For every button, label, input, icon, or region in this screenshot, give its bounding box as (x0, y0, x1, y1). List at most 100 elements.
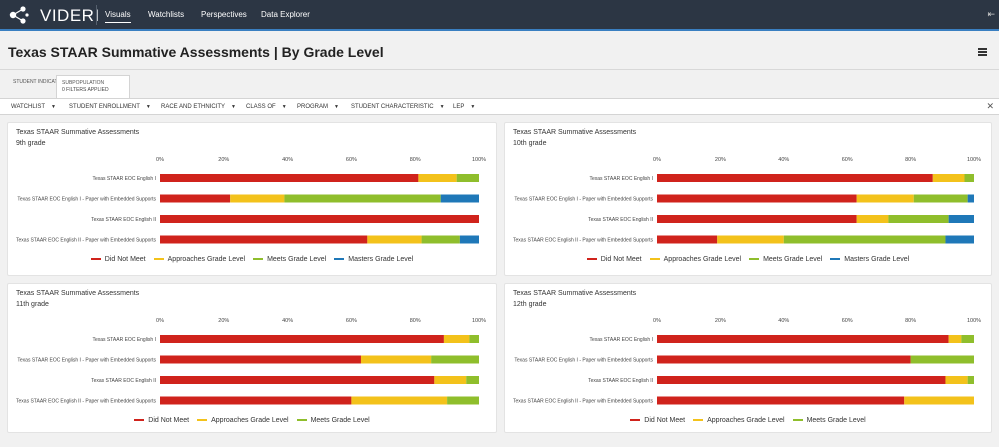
legend-item[interactable]: Meets Grade Level (792, 417, 866, 424)
legend-item[interactable]: Did Not Meet (90, 256, 146, 263)
chevron-down-icon: ▼ (439, 104, 445, 110)
legend-label: Approaches Grade Level (211, 416, 289, 424)
x-tick-label: 60% (346, 318, 357, 324)
filter-program[interactable]: PROGRAM ▼ (297, 104, 339, 110)
bar-segment-approaches-grade-level (904, 396, 974, 405)
category-label: Texas STAAR EOC English II - Paper with … (513, 238, 653, 244)
x-tick-label: 80% (905, 318, 916, 324)
bar-segment-meets-grade-level (888, 215, 949, 223)
legend-swatch (649, 258, 660, 260)
filter-student-enrollment[interactable]: STUDENT ENROLLMENT ▼ (69, 104, 151, 110)
category-label: Texas STAAR EOC English II (91, 217, 156, 223)
top-nav-bar: VIDERI Visuals Watchlists Perspectives D… (0, 0, 999, 29)
legend-item[interactable]: Meets Grade Level (749, 256, 822, 263)
stacked-bar-chart: 0% 20% 40% 60% 80% 100% Texas STAAR EOC Englis… (16, 318, 486, 405)
legend-label: Approaches Grade Level (663, 255, 742, 263)
legend-swatch (253, 258, 264, 260)
bar-segment-meets-grade-level (284, 194, 441, 203)
chart-subtitle: 10th grade (513, 140, 547, 147)
category-label: Texas STAAR EOC English I - Paper with E… (17, 197, 156, 203)
x-tick-label: 60% (842, 157, 853, 163)
tab-student-indicator-label: STUDENT INDICATOR (13, 79, 65, 85)
legend-swatch (586, 258, 597, 260)
filter-lep[interactable]: LEP ▼ (453, 104, 475, 110)
bar-segment-masters-grade-level (945, 235, 974, 244)
legend-swatch (749, 258, 760, 260)
tab-subpopulation[interactable]: SUBPOPULATION 0 FILTERS APPLIED (56, 75, 130, 98)
bar-segment-masters-grade-level (967, 194, 974, 203)
legend-label: Did Not Meet (644, 416, 686, 424)
legend-label: Approaches Grade Level (167, 255, 246, 263)
bar-segment-did-not-meet (657, 174, 933, 182)
nav-watchlists[interactable]: Watchlists (148, 10, 185, 19)
legend-item[interactable]: Did Not Meet (134, 417, 189, 424)
category-label: Texas STAAR EOC English II (91, 378, 156, 384)
filter-race-ethnicity[interactable]: RACE AND ETHNICITY ▼ (161, 104, 236, 110)
legend-item[interactable]: Approaches Grade Level (153, 255, 246, 263)
chevron-down-icon: ▼ (334, 104, 339, 110)
x-tick-label: 80% (410, 318, 421, 324)
bar-segment-did-not-meet (160, 376, 435, 384)
legend-swatch (134, 419, 145, 421)
close-icon[interactable]: ✕ (986, 101, 994, 111)
videri-logo-icon[interactable] (6, 3, 30, 27)
tab-student-indicator[interactable]: STUDENT INDICATOR (8, 75, 70, 98)
legend-item[interactable]: Approaches Grade Level (197, 416, 289, 424)
filter-class-of[interactable]: CLASS OF ▼ (246, 104, 287, 110)
bar-segment-meets-grade-level (431, 355, 479, 364)
legend-label: Approaches Grade Level (707, 416, 785, 424)
bar-segment-approaches-grade-level (717, 235, 784, 244)
brand-name[interactable]: VIDERI (40, 6, 100, 25)
filter-student-characteristic[interactable]: STUDENT CHARACTERISTIC ▼ (351, 104, 445, 110)
legend-swatch (693, 419, 704, 421)
bar-segment-did-not-meet (657, 335, 949, 343)
nav-visuals[interactable]: Visuals (105, 10, 131, 23)
tab-subpopulation-label: SUBPOPULATION (62, 80, 105, 86)
chart-subtitle: 11th grade (16, 301, 49, 308)
x-tick-label: 100% (472, 157, 486, 163)
bar-segment-approaches-grade-level (418, 174, 457, 182)
legend-label: Meets Grade Level (763, 255, 823, 263)
chart-legend: Did Not Meet Approaches Grade Level Meets … (505, 417, 991, 424)
bar-segment-approaches-grade-level (367, 235, 422, 244)
category-label: Texas STAAR EOC English I - Paper with E… (514, 197, 653, 203)
chart-card-10th-grade: Texas STAAR Summative Assessments 10th g… (504, 122, 992, 276)
brand-divider (96, 5, 97, 25)
legend-item[interactable]: Masters Grade Level (830, 256, 909, 263)
bar-segment-meets-grade-level (910, 355, 974, 364)
bar-segment-did-not-meet (657, 194, 857, 203)
collapse-icon[interactable]: ⇤ (987, 9, 995, 19)
legend-item[interactable]: Masters Grade Level (334, 256, 413, 263)
bar-segment-did-not-meet (160, 174, 419, 182)
bar-segment-meets-grade-level (421, 235, 460, 244)
filter-watchlist[interactable]: WATCHLIST ▼ (11, 104, 56, 110)
chart-legend: Did Not Meet Approaches Grade Level Meets … (8, 417, 496, 424)
x-tick-label: 0% (156, 318, 164, 324)
bar-segment-did-not-meet (160, 335, 444, 343)
title-divider (0, 69, 999, 70)
legend-item[interactable]: Did Not Meet (630, 417, 685, 424)
nav-data-explorer[interactable]: Data Explorer (261, 10, 310, 19)
x-tick-label: 80% (410, 157, 421, 163)
filter-student-characteristic-label: STUDENT CHARACTERISTIC (351, 104, 434, 110)
filter-student-enrollment-label: STUDENT ENROLLMENT (69, 104, 140, 110)
legend-item[interactable]: Approaches Grade Level (649, 255, 742, 263)
nav-perspectives[interactable]: Perspectives (201, 10, 247, 19)
chevron-down-icon: ▼ (145, 104, 151, 110)
category-label: Texas STAAR EOC English II - Paper with … (16, 238, 156, 244)
category-label: Texas STAAR EOC English I (92, 337, 156, 343)
legend-item[interactable]: Did Not Meet (586, 256, 642, 263)
legend-swatch (296, 419, 307, 421)
category-label: Texas STAAR EOC English I - Paper with E… (17, 358, 156, 364)
legend-item[interactable]: Meets Grade Level (253, 256, 326, 263)
legend-item[interactable]: Meets Grade Level (296, 417, 370, 424)
legend-item[interactable]: Approaches Grade Level (693, 416, 785, 424)
hamburger-menu-icon[interactable] (978, 48, 987, 56)
chart-title: Texas STAAR Summative Assessments (513, 129, 637, 136)
chart-card-11th-grade: Texas STAAR Summative Assessments 11th g… (7, 283, 497, 433)
chart-card-12th-grade: Texas STAAR Summative Assessments 12th g… (504, 283, 992, 433)
legend-swatch (90, 258, 101, 260)
legend-label: Masters Grade Level (844, 255, 910, 263)
legend-swatch (792, 419, 803, 421)
chart-title: Texas STAAR Summative Assessments (513, 290, 637, 297)
